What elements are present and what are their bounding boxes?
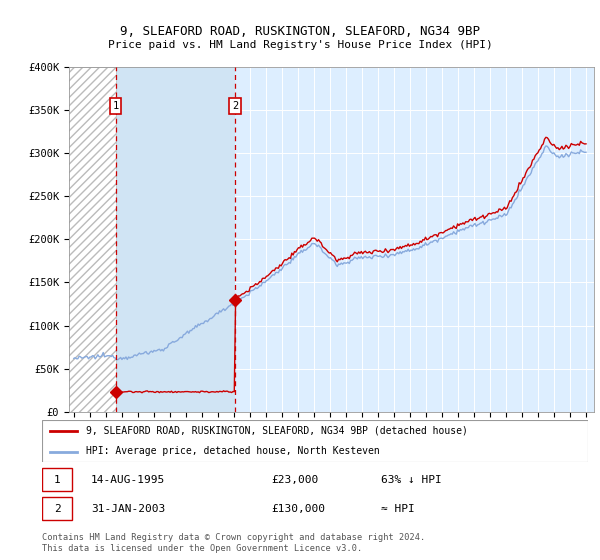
Text: ≈ HPI: ≈ HPI [380,503,414,514]
Text: 31-JAN-2003: 31-JAN-2003 [91,503,166,514]
Text: £130,000: £130,000 [271,503,325,514]
Text: 1: 1 [53,475,61,484]
Text: HPI: Average price, detached house, North Kesteven: HPI: Average price, detached house, Nort… [86,446,379,456]
Text: 9, SLEAFORD ROAD, RUSKINGTON, SLEAFORD, NG34 9BP: 9, SLEAFORD ROAD, RUSKINGTON, SLEAFORD, … [120,25,480,38]
FancyBboxPatch shape [42,468,72,491]
Bar [116,67,235,412]
Text: 9, SLEAFORD ROAD, RUSKINGTON, SLEAFORD, NG34 9BP (detached house): 9, SLEAFORD ROAD, RUSKINGTON, SLEAFORD, … [86,426,467,436]
Text: 14-AUG-1995: 14-AUG-1995 [91,475,166,484]
Bar [58,67,116,412]
Text: Price paid vs. HM Land Registry's House Price Index (HPI): Price paid vs. HM Land Registry's House … [107,40,493,50]
Text: 63% ↓ HPI: 63% ↓ HPI [380,475,441,484]
Text: 2: 2 [232,101,238,111]
Text: £23,000: £23,000 [271,475,319,484]
Text: 2: 2 [53,503,61,514]
Text: 1: 1 [113,101,119,111]
Text: Contains HM Land Registry data © Crown copyright and database right 2024.
This d: Contains HM Land Registry data © Crown c… [42,533,425,553]
FancyBboxPatch shape [42,497,72,520]
